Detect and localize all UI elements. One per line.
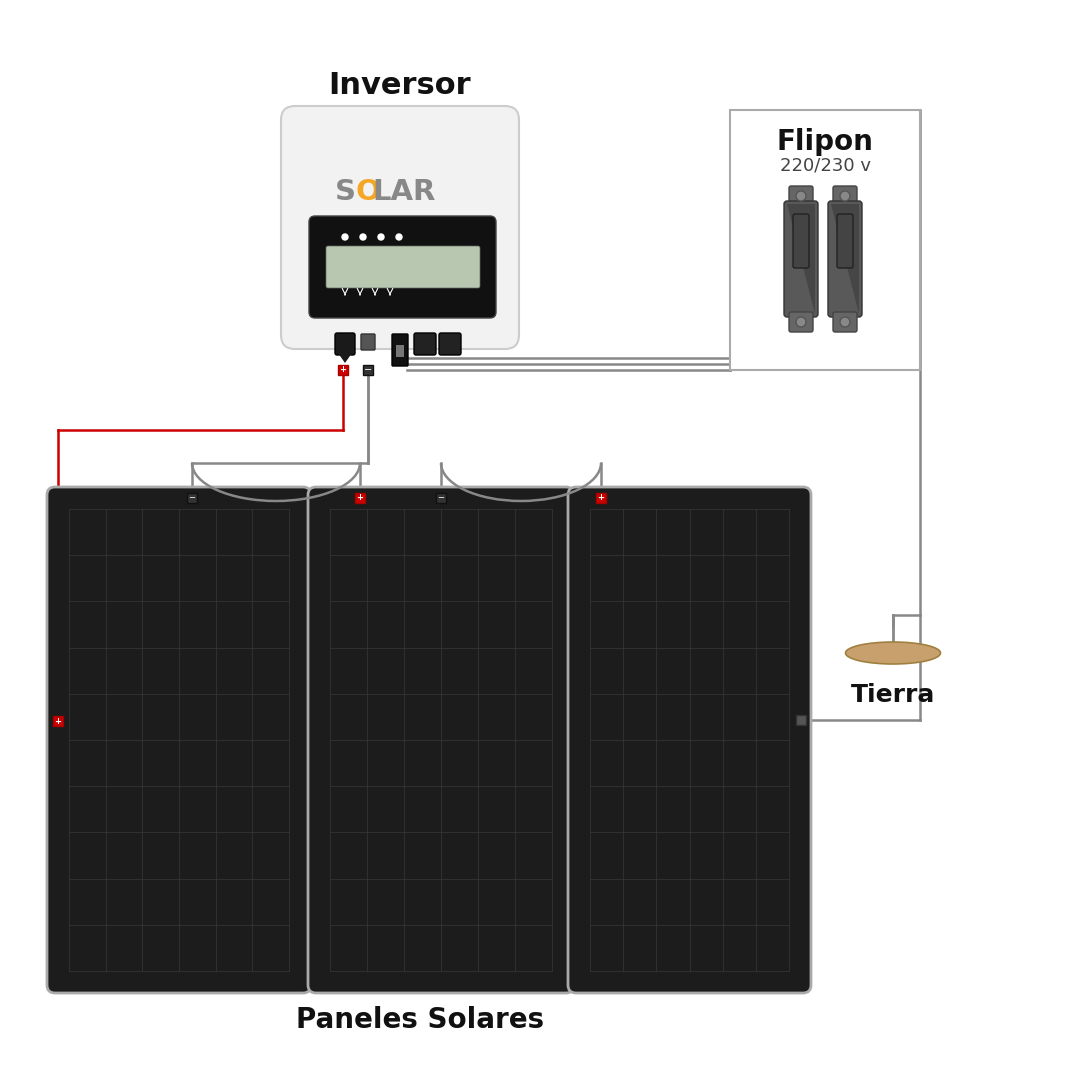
FancyBboxPatch shape: [568, 487, 811, 993]
Text: O: O: [355, 178, 380, 206]
FancyBboxPatch shape: [308, 487, 573, 993]
Text: +: +: [356, 494, 364, 502]
Circle shape: [342, 234, 348, 240]
Text: −: −: [189, 494, 195, 502]
Ellipse shape: [846, 642, 941, 664]
FancyBboxPatch shape: [828, 201, 862, 318]
FancyBboxPatch shape: [784, 201, 818, 318]
Text: −: −: [437, 494, 445, 502]
FancyBboxPatch shape: [335, 333, 355, 355]
FancyBboxPatch shape: [326, 246, 480, 288]
Text: −: −: [364, 365, 373, 375]
FancyBboxPatch shape: [436, 492, 446, 503]
FancyBboxPatch shape: [392, 334, 408, 366]
FancyBboxPatch shape: [833, 312, 858, 332]
FancyBboxPatch shape: [48, 487, 311, 993]
Polygon shape: [831, 204, 859, 314]
Text: LAR: LAR: [373, 178, 435, 206]
Text: Tierra: Tierra: [851, 683, 935, 707]
FancyBboxPatch shape: [361, 334, 375, 350]
Circle shape: [840, 191, 850, 201]
FancyBboxPatch shape: [837, 214, 853, 268]
FancyBboxPatch shape: [796, 715, 806, 725]
Text: +: +: [339, 365, 347, 375]
Text: S: S: [335, 178, 355, 206]
Text: +: +: [597, 494, 605, 502]
Circle shape: [796, 318, 806, 327]
FancyBboxPatch shape: [363, 365, 373, 375]
FancyBboxPatch shape: [53, 716, 63, 726]
FancyBboxPatch shape: [187, 492, 197, 503]
Circle shape: [378, 234, 384, 240]
FancyBboxPatch shape: [789, 186, 813, 206]
FancyBboxPatch shape: [338, 365, 348, 375]
Text: 220/230 v: 220/230 v: [780, 156, 870, 174]
FancyBboxPatch shape: [833, 186, 858, 206]
Text: Paneles Solares: Paneles Solares: [296, 1005, 544, 1034]
Circle shape: [796, 191, 806, 201]
Text: +: +: [54, 716, 62, 726]
FancyBboxPatch shape: [309, 216, 496, 318]
Polygon shape: [338, 353, 352, 363]
FancyBboxPatch shape: [793, 214, 809, 268]
FancyBboxPatch shape: [438, 333, 461, 355]
FancyBboxPatch shape: [396, 345, 404, 357]
Polygon shape: [787, 204, 815, 314]
FancyBboxPatch shape: [730, 110, 920, 370]
FancyBboxPatch shape: [789, 312, 813, 332]
Text: Inversor: Inversor: [328, 70, 471, 99]
Circle shape: [840, 318, 850, 327]
FancyBboxPatch shape: [414, 333, 436, 355]
Circle shape: [396, 234, 402, 240]
Circle shape: [360, 234, 366, 240]
FancyBboxPatch shape: [355, 492, 365, 503]
Text: Flipon: Flipon: [777, 129, 874, 156]
FancyBboxPatch shape: [596, 492, 606, 503]
FancyBboxPatch shape: [281, 106, 519, 349]
